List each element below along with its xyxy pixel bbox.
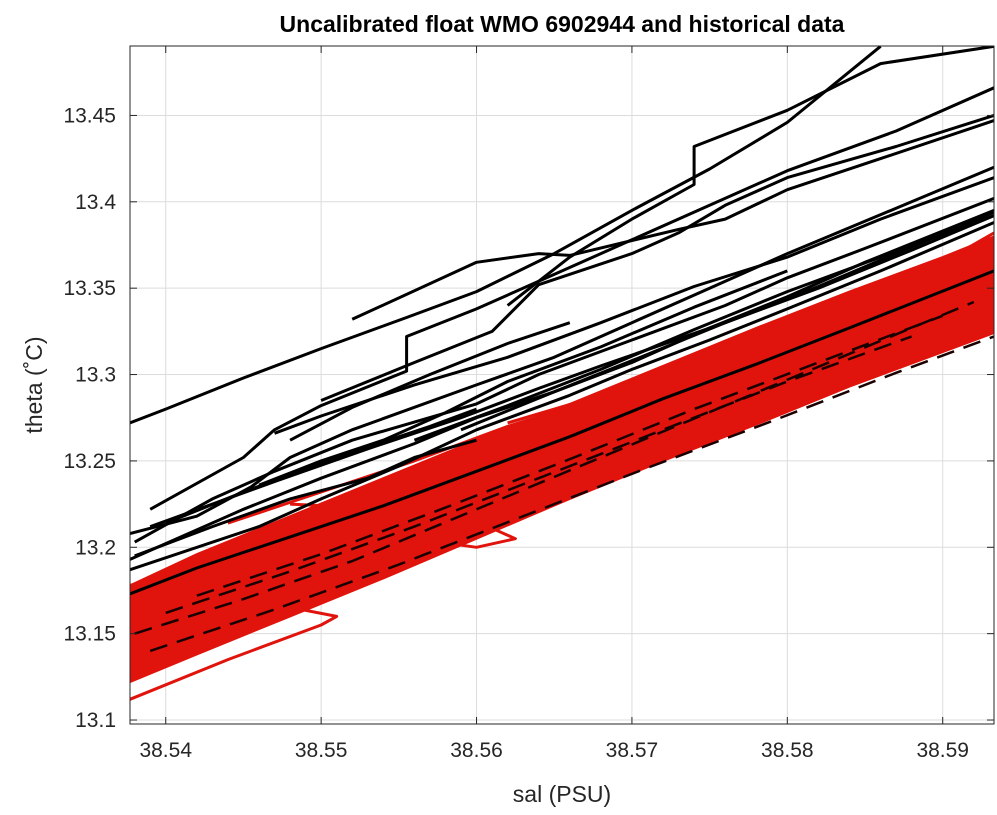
y-tick-label: 13.1 xyxy=(75,709,116,732)
y-tick-label: 13.4 xyxy=(75,191,116,214)
x-tick-label: 38.58 xyxy=(761,739,814,762)
chart-title: Uncalibrated float WMO 6902944 and histo… xyxy=(280,11,845,37)
y-tick-labels: 13.1 13.15 13.2 13.25 13.3 13.35 13.4 13.45 xyxy=(63,104,116,732)
y-tick-label: 13.45 xyxy=(63,104,116,127)
x-axis-label: sal (PSU) xyxy=(513,781,611,807)
y-tick-label: 13.2 xyxy=(75,536,116,559)
y-tick-label: 13.25 xyxy=(63,450,116,473)
x-tick-label: 38.55 xyxy=(295,739,348,762)
y-tick-label: 13.3 xyxy=(75,364,116,387)
x-tick-label: 38.54 xyxy=(139,739,192,762)
x-tick-labels: 38.54 38.55 38.56 38.57 38.58 38.59 xyxy=(139,739,969,762)
y-axis-label: theta (˚C) xyxy=(21,336,47,433)
x-tick-label: 38.59 xyxy=(916,739,969,762)
x-tick-label: 38.56 xyxy=(450,739,503,762)
x-tick-label: 38.57 xyxy=(606,739,659,762)
y-tick-label: 13.35 xyxy=(63,277,116,300)
y-tick-label: 13.15 xyxy=(63,623,116,646)
